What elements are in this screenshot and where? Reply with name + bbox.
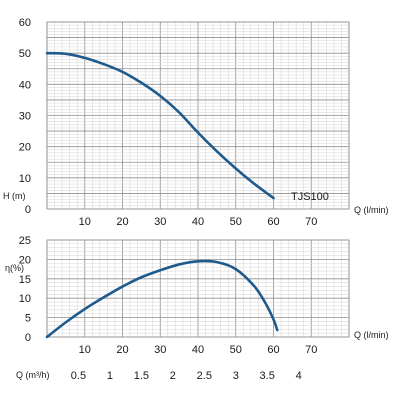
- m3h-tick-label: 3.5: [260, 370, 275, 382]
- x-tick-label: 70: [305, 216, 317, 228]
- x-tick-label: 60: [267, 216, 279, 228]
- plot-frame: [46, 21, 350, 210]
- x-tick-label: 30: [154, 344, 166, 356]
- y-tick-label: 20: [19, 254, 31, 266]
- y-tick-label: 0: [25, 204, 31, 216]
- efficiency-curve: [45, 259, 279, 339]
- y-tick-label: 40: [19, 79, 31, 91]
- x-tick-label: 40: [192, 216, 204, 228]
- efficiency-chart-grid: [46, 239, 350, 338]
- efficiency-chart-x-axis-label: Q (l/min): [354, 330, 389, 340]
- x-tick-label: 20: [116, 344, 128, 356]
- y-tick-label: 5: [25, 313, 31, 325]
- y-tick-label: 15: [19, 274, 31, 286]
- x-tick-label: 40: [192, 344, 204, 356]
- m3h-tick-label: 0.5: [71, 370, 86, 382]
- x-tick-label: 70: [305, 344, 317, 356]
- efficiency-chart-y-ticks: 0 5 10 15 20 25: [19, 235, 31, 344]
- head-chart-x-ticks: 10 20 30 40 50 60 70: [79, 216, 318, 228]
- x-tick-label: 10: [79, 216, 91, 228]
- m3h-tick-label: 1: [107, 370, 113, 382]
- head-chart: 10 20 30 40 50 60 70 0 10 20 30 40 50 60 H (m) Q (l/…: [3, 17, 389, 228]
- x-tick-label: 60: [267, 344, 279, 356]
- head-chart-grid: [46, 21, 350, 210]
- y-tick-label: 20: [19, 142, 31, 154]
- efficiency-axis-label: η(%): [5, 263, 24, 273]
- head-axis-label: H (m): [3, 191, 26, 201]
- x-tick-label: 30: [154, 216, 166, 228]
- x-tick-label: 20: [116, 216, 128, 228]
- m3h-tick-label: 3: [233, 370, 239, 382]
- head-chart-y-ticks: 0 10 20 30 40 50 60: [19, 17, 31, 216]
- flow-m3h-axis-label: Q (m³/h): [16, 370, 50, 380]
- efficiency-chart-x-ticks: 10 20 30 40 50 60 70: [79, 344, 318, 356]
- x-tick-label: 50: [230, 216, 242, 228]
- y-tick-label: 10: [19, 293, 31, 305]
- y-tick-label: 25: [19, 235, 31, 247]
- efficiency-chart: 10 20 30 40 50 60 70 0 5 10 15 20 25 η(%) Q (l/min): [5, 235, 389, 356]
- head-curve: [45, 51, 275, 200]
- flow-m3h-axis: 0.5 1 1.5 2 2.5 3 3.5 4 Q (m³/h): [16, 370, 302, 382]
- y-tick-label: 50: [19, 48, 31, 60]
- m3h-tick-label: 2: [170, 370, 176, 382]
- x-tick-label: 50: [230, 344, 242, 356]
- plot-frame: [46, 239, 350, 338]
- m3h-tick-label: 4: [296, 370, 302, 382]
- x-tick-label: 10: [79, 344, 91, 356]
- y-tick-label: 30: [19, 111, 31, 123]
- model-label: TJS100: [291, 191, 329, 203]
- m3h-tick-label: 1.5: [134, 370, 149, 382]
- y-tick-label: 10: [19, 173, 31, 185]
- y-tick-label: 0: [25, 332, 31, 344]
- head-chart-x-axis-label: Q (l/min): [354, 205, 389, 215]
- m3h-tick-label: 2.5: [197, 370, 212, 382]
- flow-m3h-ticks: 0.5 1 1.5 2 2.5 3 3.5 4: [71, 370, 302, 382]
- y-tick-label: 60: [19, 17, 31, 29]
